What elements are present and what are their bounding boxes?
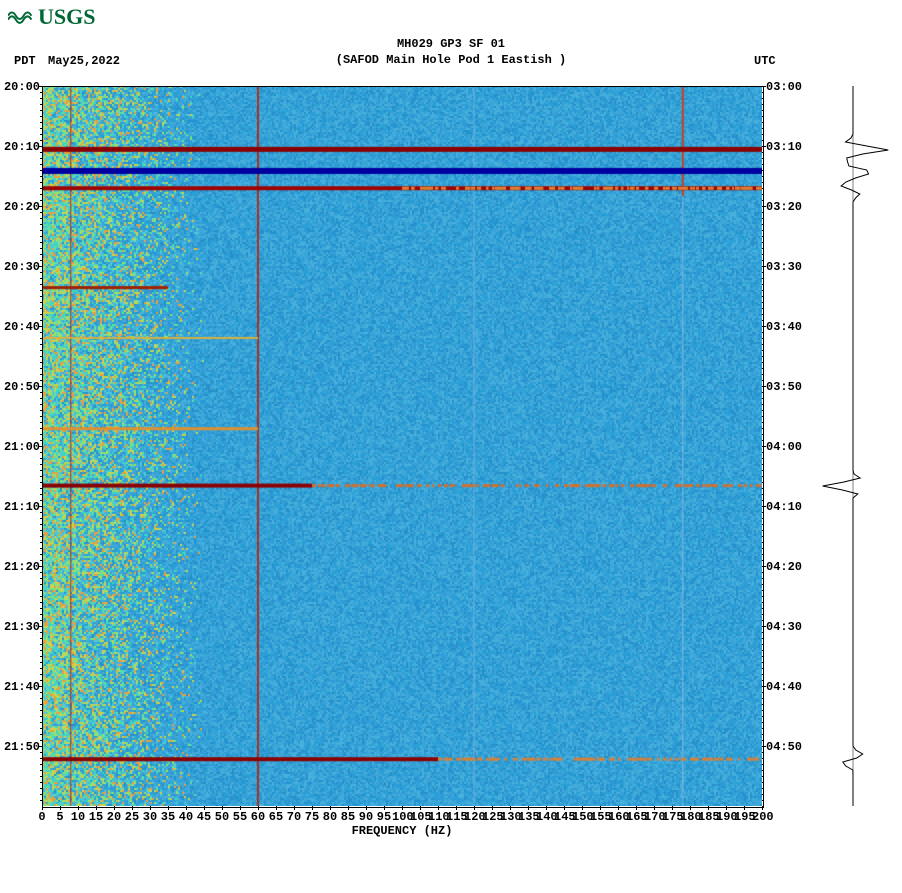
x-tick: 105 <box>410 810 430 824</box>
x-tick: 175 <box>662 810 682 824</box>
x-tick: 25 <box>122 810 142 824</box>
x-tick: 125 <box>482 810 502 824</box>
x-tick: 35 <box>158 810 178 824</box>
y-right-tick: 04:50 <box>766 740 806 754</box>
label-pdt: PDT <box>14 54 36 68</box>
label-date: May25,2022 <box>48 54 120 68</box>
y-right-tick: 04:30 <box>766 620 806 634</box>
x-tick: 130 <box>500 810 520 824</box>
y-right-tick: 03:50 <box>766 380 806 394</box>
x-tick: 165 <box>626 810 646 824</box>
side-seismogram <box>812 86 894 806</box>
usgs-logo: USGS <box>8 4 95 30</box>
y-right-tick: 03:30 <box>766 260 806 274</box>
x-tick: 190 <box>716 810 736 824</box>
x-axis-label: FREQUENCY (HZ) <box>42 824 762 838</box>
x-tick: 145 <box>554 810 574 824</box>
x-tick: 75 <box>302 810 322 824</box>
y-right-tick: 04:20 <box>766 560 806 574</box>
y-right-tick: 04:40 <box>766 680 806 694</box>
y-right-tick: 03:40 <box>766 320 806 334</box>
x-tick: 5 <box>50 810 70 824</box>
x-tick: 70 <box>284 810 304 824</box>
y-left-tick: 21:40 <box>2 680 40 694</box>
x-tick: 195 <box>734 810 754 824</box>
y-left-tick: 20:30 <box>2 260 40 274</box>
x-tick: 200 <box>752 810 772 824</box>
y-left-tick: 20:50 <box>2 380 40 394</box>
x-tick: 150 <box>572 810 592 824</box>
y-right-tick: 04:10 <box>766 500 806 514</box>
label-utc: UTC <box>754 54 776 68</box>
trace-svg <box>812 86 894 806</box>
x-tick: 50 <box>212 810 232 824</box>
y-right-tick: 03:10 <box>766 140 806 154</box>
y-left-tick: 21:50 <box>2 740 40 754</box>
x-tick: 170 <box>644 810 664 824</box>
y-left-tick: 21:10 <box>2 500 40 514</box>
plot-border <box>42 86 764 808</box>
x-tick: 20 <box>104 810 124 824</box>
y-left-tick: 21:30 <box>2 620 40 634</box>
x-tick: 160 <box>608 810 628 824</box>
x-tick: 155 <box>590 810 610 824</box>
x-tick: 100 <box>392 810 412 824</box>
y-left-tick: 20:00 <box>2 80 40 94</box>
x-tick: 45 <box>194 810 214 824</box>
title-line1: MH029 GP3 SF 01 <box>0 36 902 52</box>
x-tick: 85 <box>338 810 358 824</box>
y-right-tick: 04:00 <box>766 440 806 454</box>
x-tick: 90 <box>356 810 376 824</box>
y-left-tick: 20:10 <box>2 140 40 154</box>
y-left-tick: 20:40 <box>2 320 40 334</box>
x-tick: 55 <box>230 810 250 824</box>
x-tick: 80 <box>320 810 340 824</box>
x-tick: 30 <box>140 810 160 824</box>
y-right-tick: 03:00 <box>766 80 806 94</box>
x-tick: 135 <box>518 810 538 824</box>
logo-text: USGS <box>38 4 95 30</box>
x-tick: 60 <box>248 810 268 824</box>
x-tick: 140 <box>536 810 556 824</box>
x-tick: 65 <box>266 810 286 824</box>
x-tick: 15 <box>86 810 106 824</box>
y-left-tick: 20:20 <box>2 200 40 214</box>
x-tick: 185 <box>698 810 718 824</box>
x-tick: 180 <box>680 810 700 824</box>
x-tick: 110 <box>428 810 448 824</box>
x-tick: 120 <box>464 810 484 824</box>
y-left-tick: 21:00 <box>2 440 40 454</box>
y-left-tick: 21:20 <box>2 560 40 574</box>
x-tick: 95 <box>374 810 394 824</box>
x-tick: 0 <box>32 810 52 824</box>
y-right-tick: 03:20 <box>766 200 806 214</box>
wave-icon <box>8 8 34 26</box>
x-tick: 10 <box>68 810 88 824</box>
x-tick: 40 <box>176 810 196 824</box>
x-tick: 115 <box>446 810 466 824</box>
